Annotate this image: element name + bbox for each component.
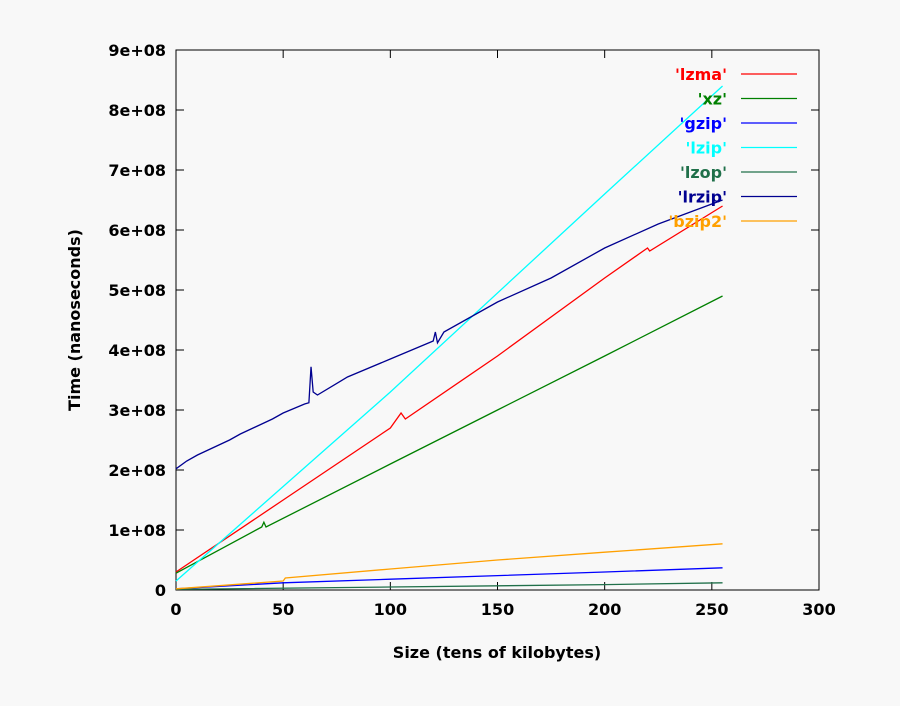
y-tick-label: 9e+08 — [108, 41, 166, 60]
legend-label-xz: 'xz' — [698, 90, 727, 109]
x-tick-label: 200 — [588, 600, 621, 619]
x-tick-label: 150 — [481, 600, 514, 619]
x-tick-label: 0 — [170, 600, 181, 619]
legend-label-bzip2: 'bzip2' — [668, 212, 727, 231]
series-line-bzip2 — [175, 543, 723, 590]
x-tick-label: 250 — [695, 600, 728, 619]
series-line-lzma — [175, 205, 723, 573]
y-tick-label: 2e+08 — [108, 461, 166, 480]
y-tick-label: 5e+08 — [108, 281, 166, 300]
series-line-lzop — [175, 582, 723, 591]
y-tick-label: 4e+08 — [108, 341, 166, 360]
y-tick-label: 1e+08 — [108, 521, 166, 540]
x-axis-label: Size (tens of kilobytes) — [393, 643, 601, 662]
x-tick-label: 300 — [802, 600, 835, 619]
series-line-lzip — [175, 85, 723, 582]
legend-label-gzip: 'gzip' — [680, 114, 728, 133]
y-tick-label: 3e+08 — [108, 401, 166, 420]
legend-label-lzma: 'lzma' — [675, 65, 727, 84]
y-axis-label: Time (nanoseconds) — [65, 229, 84, 411]
legend-label-lrzip: 'lrzip' — [678, 188, 727, 207]
series-line-xz — [175, 295, 723, 574]
legend-label-lzop: 'lzop' — [680, 163, 727, 182]
series-line-gzip — [175, 567, 723, 590]
y-tick-label: 7e+08 — [108, 161, 166, 180]
y-tick-label: 6e+08 — [108, 221, 166, 240]
x-tick-label: 100 — [374, 600, 407, 619]
legend-label-lzip: 'lzip' — [685, 139, 727, 158]
series-line-lrzip — [175, 199, 723, 470]
x-tick-label: 50 — [272, 600, 294, 619]
y-tick-label: 0 — [155, 581, 166, 600]
y-tick-label: 8e+08 — [108, 101, 166, 120]
